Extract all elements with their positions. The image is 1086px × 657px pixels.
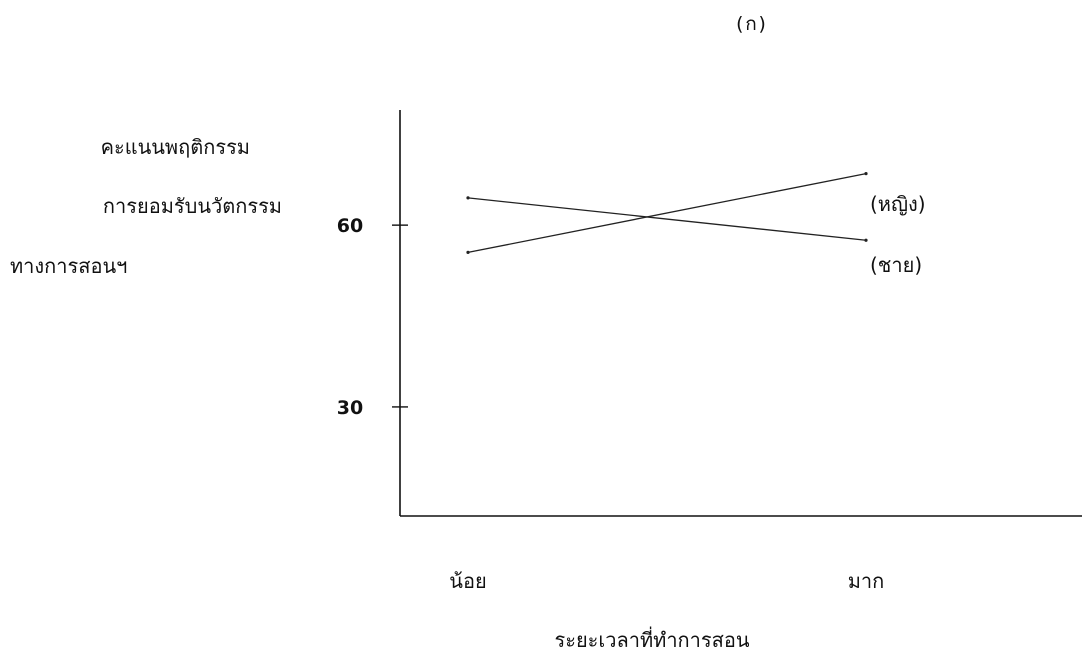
y-axis-label-line-3: ทางการสอนฯ — [10, 254, 127, 278]
data-point — [864, 238, 868, 242]
series-label: (ชาย) — [870, 253, 922, 277]
series-label: (หญิง) — [870, 192, 926, 216]
y-axis-label-line-1: คะแนนพฤติกรรม — [101, 135, 250, 159]
x-tick-label: มาก — [848, 569, 885, 593]
data-point — [466, 250, 470, 255]
x-tick-label: น้อย — [449, 569, 486, 593]
y-axis-label-line-2: การยอมรับนวัตกรรม — [103, 194, 282, 218]
x-axis-label: ระยะเวลาที่ทำการสอน — [554, 626, 749, 652]
series-line — [467, 172, 867, 254]
data-point — [864, 172, 868, 176]
y-tick-label: 30 — [337, 397, 363, 419]
data-point — [466, 196, 470, 200]
panel-label: (ก) — [734, 13, 768, 35]
y-tick-label: 60 — [337, 215, 363, 237]
series-line — [467, 197, 867, 241]
